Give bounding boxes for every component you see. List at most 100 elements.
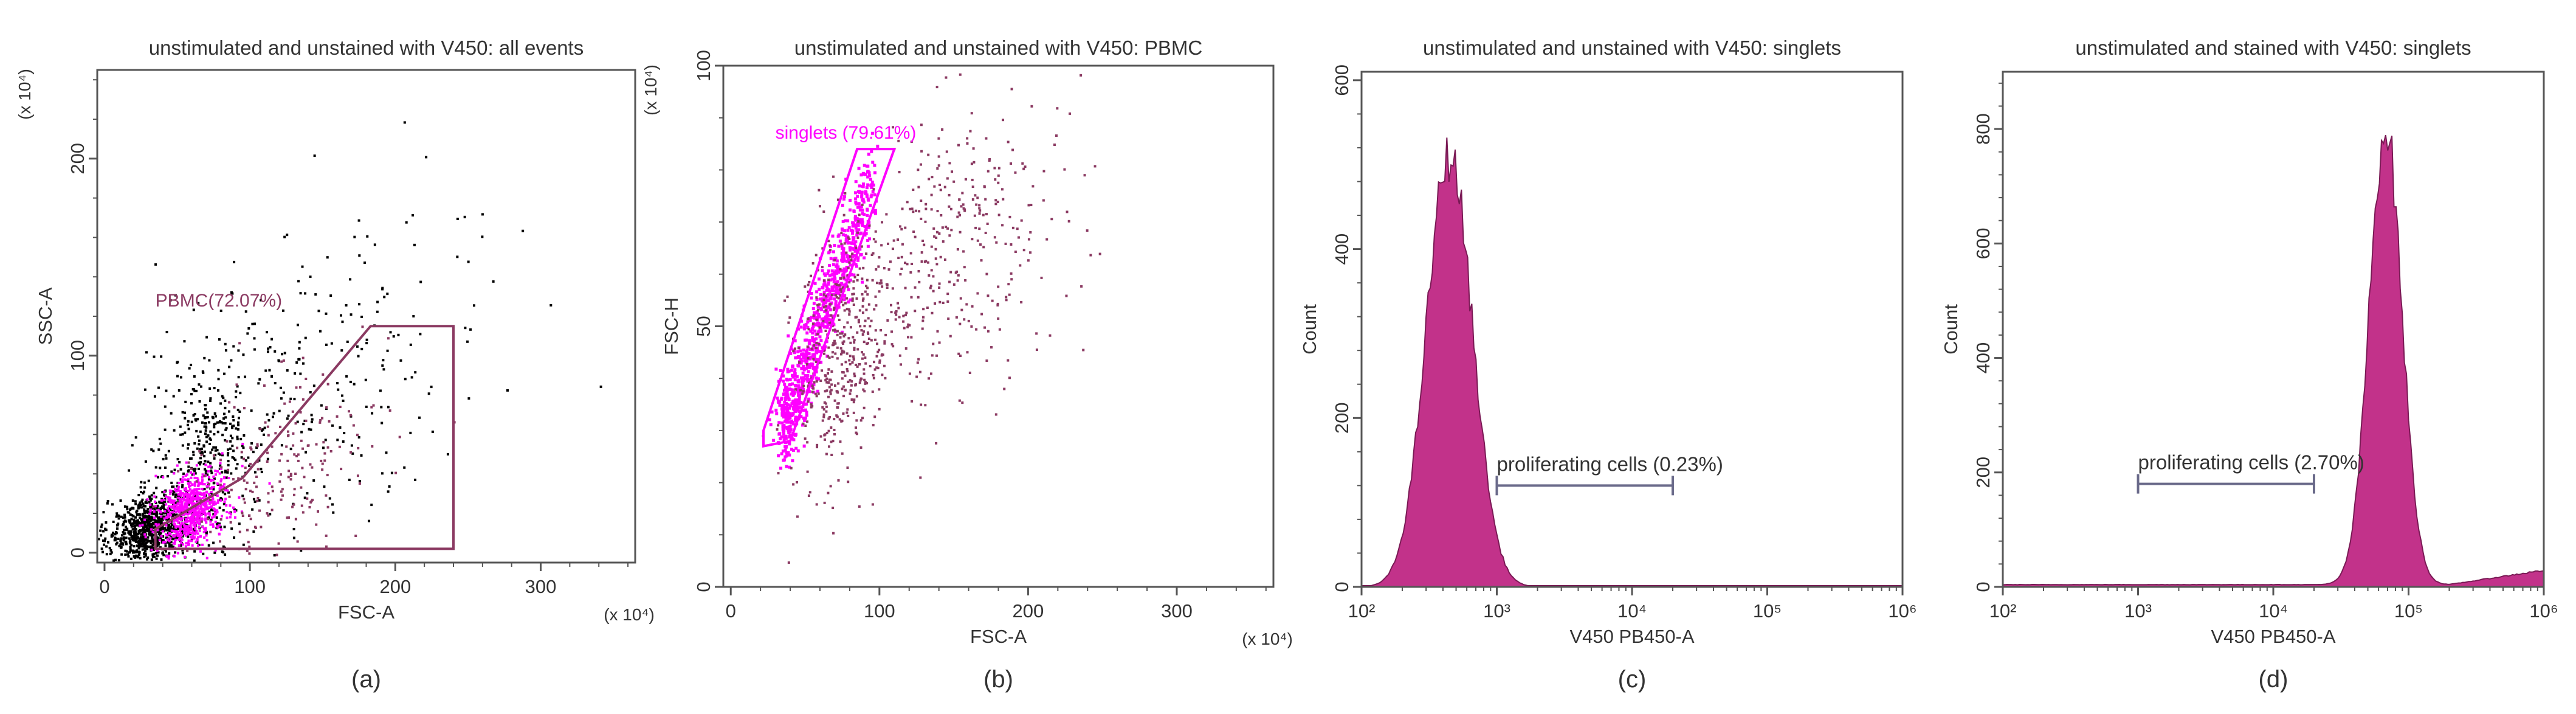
data-point	[827, 368, 830, 371]
data-point	[122, 516, 125, 519]
data-point	[122, 523, 125, 526]
data-point	[340, 349, 343, 352]
data-point	[834, 283, 837, 286]
data-point	[147, 479, 150, 482]
data-point	[159, 516, 162, 519]
data-point	[246, 549, 249, 552]
data-point	[191, 473, 194, 476]
data-point	[191, 388, 195, 391]
data-point	[238, 530, 241, 533]
data-point	[218, 453, 221, 456]
data-point	[360, 316, 363, 319]
data-point	[790, 466, 793, 470]
data-point	[174, 501, 177, 504]
data-point	[165, 510, 168, 513]
data-point	[119, 546, 122, 549]
data-point	[193, 442, 196, 445]
data-point	[160, 512, 163, 515]
data-point	[111, 503, 114, 506]
data-point	[197, 468, 200, 471]
data-point	[805, 331, 809, 335]
data-point	[224, 471, 227, 474]
data-point	[176, 502, 179, 505]
data-point	[364, 378, 367, 381]
data-point	[863, 212, 866, 216]
data-point	[204, 422, 207, 425]
data-point	[844, 302, 847, 305]
data-point	[787, 398, 791, 401]
data-point	[157, 530, 160, 533]
data-point	[143, 552, 146, 555]
data-point	[301, 511, 305, 514]
data-point	[976, 292, 979, 295]
data-point	[181, 444, 184, 447]
data-point	[829, 297, 833, 300]
data-point	[964, 178, 967, 181]
data-point	[163, 503, 166, 506]
data-point	[228, 511, 231, 515]
data-point	[866, 175, 870, 179]
data-point	[791, 375, 795, 379]
data-point	[1004, 242, 1007, 245]
data-point	[825, 410, 828, 413]
data-point	[179, 490, 182, 493]
data-point	[412, 213, 415, 217]
data-point	[358, 482, 361, 485]
data-point	[234, 459, 237, 462]
data-point	[370, 406, 373, 409]
data-point	[187, 482, 190, 485]
data-point	[806, 470, 809, 473]
data-point	[153, 513, 156, 516]
data-point	[816, 446, 819, 449]
data-point	[911, 263, 914, 266]
data-point	[215, 446, 218, 449]
data-point	[293, 488, 296, 491]
data-point	[821, 321, 824, 325]
data-point	[923, 243, 926, 246]
data-point	[871, 190, 875, 193]
data-point	[788, 435, 791, 439]
data-point	[267, 347, 270, 350]
data-point	[198, 518, 201, 521]
data-point	[161, 491, 164, 494]
data-point	[997, 174, 1000, 177]
data-point	[154, 552, 157, 555]
data-point	[832, 175, 835, 178]
gate-label: singlets (79.61%)	[776, 123, 917, 143]
data-point	[168, 501, 171, 504]
data-point	[785, 420, 789, 424]
data-point	[204, 504, 207, 507]
data-point	[134, 539, 137, 542]
data-point	[178, 516, 181, 519]
data-point	[198, 443, 201, 446]
data-point	[853, 191, 857, 195]
data-point	[126, 553, 129, 556]
data-point	[176, 532, 179, 535]
data-point	[219, 486, 222, 489]
data-point	[987, 170, 990, 173]
data-point	[941, 128, 944, 131]
data-point	[220, 478, 223, 481]
data-point	[782, 405, 786, 409]
data-point	[131, 528, 134, 531]
data-point	[190, 420, 193, 423]
data-point	[146, 556, 150, 559]
data-point	[890, 311, 893, 314]
data-point	[199, 482, 202, 485]
data-point	[167, 505, 170, 508]
data-point	[274, 432, 277, 435]
data-point	[219, 402, 222, 405]
data-point	[873, 308, 876, 311]
data-point	[827, 269, 830, 273]
data-point	[117, 522, 120, 525]
data-point	[183, 532, 186, 535]
data-point	[353, 235, 356, 238]
data-point	[811, 353, 814, 356]
data-point	[196, 539, 199, 542]
data-point	[177, 485, 181, 488]
data-point	[368, 519, 371, 522]
data-point	[797, 355, 801, 359]
data-point	[231, 445, 234, 448]
data-point	[984, 232, 987, 235]
y-axis-label: FSC-H	[661, 297, 682, 355]
